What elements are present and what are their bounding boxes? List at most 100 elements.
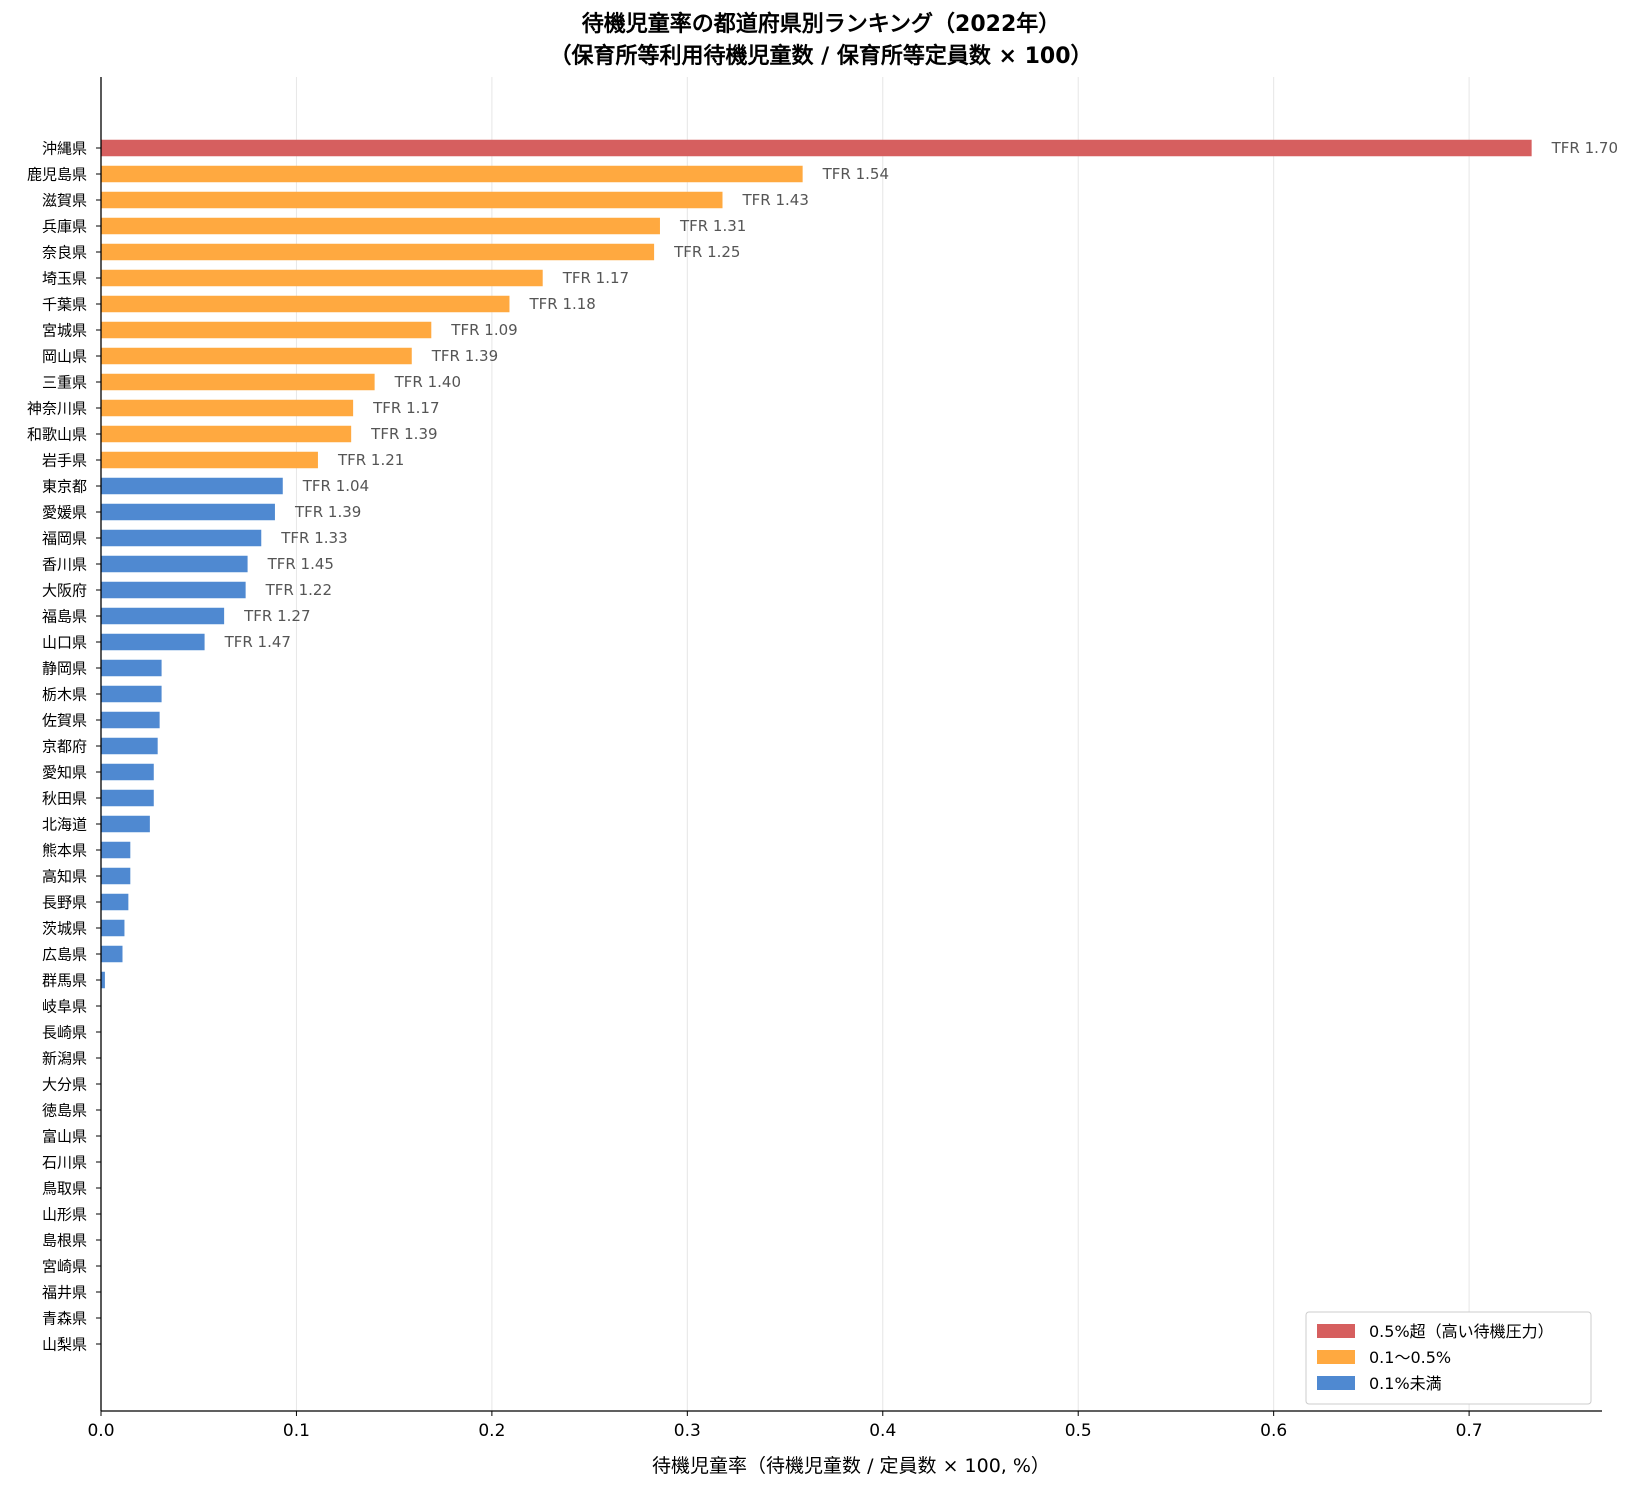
y-tick-label: 長崎県 (42, 1024, 87, 1042)
bar (101, 711, 160, 729)
data-label: TFR 1.22 (265, 581, 332, 599)
bar (101, 321, 432, 339)
x-tick-label: 0.0 (87, 1421, 114, 1441)
y-tick-label: 宮崎県 (42, 1258, 87, 1276)
bar (101, 529, 262, 547)
y-tick-label: 福岡県 (42, 530, 87, 548)
y-tick-label: 茨城県 (42, 920, 87, 938)
y-tick-label: 広島県 (42, 946, 87, 964)
legend-label: 0.5%超（高い待機圧力） (1369, 1322, 1554, 1341)
y-tick-label: 奈良県 (42, 244, 87, 262)
bar (101, 659, 162, 677)
data-label: TFR 1.27 (243, 607, 310, 625)
legend: 0.5%超（高い待機圧力） 0.1〜0.5% 0.1%未満 (1305, 1311, 1592, 1405)
y-tick-label: 福島県 (42, 608, 87, 626)
data-label: TFR 1.33 (280, 529, 347, 547)
y-tick-label: 群馬県 (42, 972, 87, 990)
data-label: TFR 1.39 (431, 347, 498, 365)
x-tick-label: 0.7 (1456, 1421, 1483, 1441)
y-tick-label: 熊本県 (42, 842, 87, 860)
y-tick-label: 佐賀県 (42, 712, 87, 730)
y-tick-label: 石川県 (42, 1154, 87, 1172)
y-tick-label: 富山県 (42, 1128, 87, 1146)
bar (101, 971, 105, 989)
bar (101, 269, 543, 287)
bar (101, 451, 318, 469)
bar (101, 477, 283, 495)
data-label: TFR 1.17 (372, 399, 439, 417)
y-tick-label: 北海道 (42, 816, 87, 834)
data-label: TFR 1.43 (742, 191, 809, 209)
data-label: TFR 1.40 (394, 373, 461, 391)
bar (101, 581, 246, 599)
bar (101, 139, 1532, 157)
bar (101, 633, 205, 651)
x-axis-ticks: 0.0 0.1 0.2 0.3 0.4 0.5 0.6 0.7 (87, 1411, 1483, 1441)
y-axis-ticks: 沖縄県鹿児島県滋賀県兵庫県奈良県埼玉県千葉県宮城県岡山県三重県神奈川県和歌山県岩… (27, 140, 101, 1354)
bar (101, 685, 162, 703)
data-label: TFR 1.47 (224, 633, 291, 651)
data-label: TFR 1.18 (528, 295, 595, 313)
legend-swatch (1317, 1376, 1355, 1390)
chart-title: 待機児童率の都道府県別ランキング（2022年） (582, 11, 1061, 37)
x-tick-label: 0.6 (1260, 1421, 1287, 1441)
data-label: TFR 1.39 (294, 503, 361, 521)
y-tick-label: 山口県 (42, 634, 87, 652)
bar (101, 789, 154, 807)
y-tick-label: 岩手県 (42, 452, 87, 470)
x-tick-label: 0.1 (283, 1421, 310, 1441)
y-tick-label: 山梨県 (42, 1336, 87, 1354)
y-tick-label: 鹿児島県 (27, 166, 87, 184)
bar (101, 191, 723, 209)
y-tick-label: 千葉県 (42, 296, 87, 314)
y-tick-label: 大阪府 (42, 582, 87, 600)
y-tick-label: 兵庫県 (42, 218, 87, 236)
bar (101, 841, 131, 859)
bar (101, 763, 154, 781)
data-labels: TFR 1.70 TFR 1.54 TFR 1.43 TFR 1.31 TFR 1.25… (224, 139, 1618, 651)
y-tick-label: 神奈川県 (27, 400, 87, 418)
x-axis-label: 待機児童率（待機児童数 / 定員数 × 100, %） (652, 1455, 1050, 1477)
y-tick-label: 高知県 (42, 868, 87, 886)
bar (101, 503, 275, 521)
legend-box (1305, 1311, 1592, 1405)
bar (101, 399, 354, 417)
bar (101, 347, 412, 365)
y-tick-label: 京都府 (42, 738, 87, 756)
y-tick-label: 鳥取県 (42, 1180, 87, 1198)
x-tick-label: 0.5 (1065, 1421, 1092, 1441)
y-tick-label: 岐阜県 (42, 998, 87, 1016)
bar (101, 867, 131, 885)
data-label: TFR 1.45 (267, 555, 334, 573)
y-tick-label: 三重県 (42, 374, 87, 392)
y-tick-label: 福井県 (42, 1284, 87, 1302)
legend-label: 0.1%未満 (1369, 1374, 1442, 1393)
y-tick-label: 静岡県 (42, 660, 87, 678)
bar (101, 945, 123, 963)
data-label: TFR 1.17 (562, 269, 629, 287)
bar (101, 607, 225, 625)
data-label: TFR 1.21 (337, 451, 404, 469)
bar (101, 165, 803, 183)
data-label: TFR 1.70 (1551, 139, 1618, 157)
x-tick-label: 0.4 (869, 1421, 896, 1441)
bar (101, 373, 375, 391)
bar (101, 217, 660, 235)
y-tick-label: 滋賀県 (42, 192, 87, 210)
bar (101, 425, 352, 443)
y-tick-label: 宮城県 (42, 322, 87, 340)
y-tick-label: 長野県 (42, 894, 87, 912)
y-tick-label: 栃木県 (42, 686, 87, 704)
y-tick-label: 山形県 (42, 1206, 87, 1224)
chart-subtitle: （保育所等利用待機児童数 / 保育所等定員数 × 100） (549, 43, 1092, 69)
y-tick-label: 岡山県 (42, 348, 87, 366)
bar (101, 893, 129, 911)
y-tick-label: 青森県 (42, 1310, 87, 1328)
data-label: TFR 1.31 (679, 217, 746, 235)
bar (101, 815, 150, 833)
y-tick-label: 香川県 (42, 556, 87, 574)
y-tick-label: 新潟県 (42, 1050, 87, 1068)
data-label: TFR 1.25 (673, 243, 740, 261)
y-tick-label: 島根県 (42, 1232, 87, 1250)
